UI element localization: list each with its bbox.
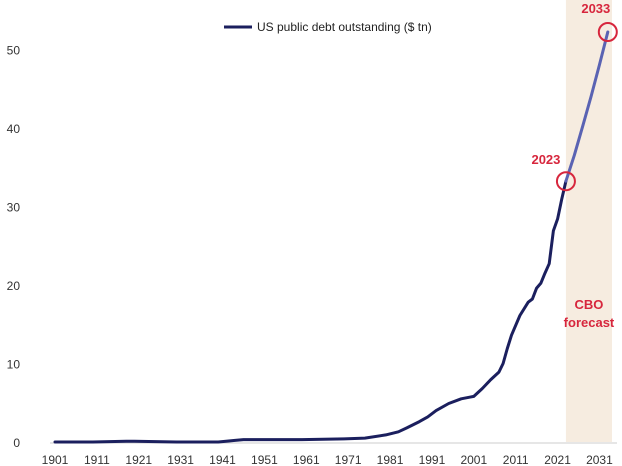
x-tick-label: 1971	[335, 453, 362, 466]
x-tick-label: 1991	[419, 453, 446, 466]
x-tick-label: 2001	[460, 453, 487, 466]
axes: 1901 1911 1921 1931 1941 1951 1961 1971 1981 1991…	[7, 43, 617, 466]
y-tick-label: 50	[7, 43, 21, 57]
legend-label: US public debt outstanding ($ tn)	[257, 20, 432, 34]
x-tick-label: 2021	[544, 453, 571, 466]
annotation-label: 2023	[531, 152, 560, 167]
x-tick-label: 1981	[377, 453, 404, 466]
annotations: 2023 2033	[531, 1, 618, 192]
x-tick-label: 1931	[167, 453, 194, 466]
series-layer	[53, 30, 610, 444]
x-tick-label: 1921	[125, 453, 152, 466]
forecast-label-line2: forecast	[564, 315, 615, 330]
series-line-forecast	[564, 30, 610, 183]
forecast-label-line1: CBO	[575, 297, 604, 312]
y-tick-label: 30	[7, 200, 21, 214]
annotation-circle	[597, 21, 618, 42]
forecast-region	[565, 0, 612, 442]
x-tick-label: 1901	[42, 453, 69, 466]
x-tick-label: 1941	[209, 453, 236, 466]
x-tick-label: 1951	[251, 453, 278, 466]
y-tick-label: 10	[7, 357, 21, 371]
series-line-historical	[53, 179, 568, 444]
annotation-circle	[555, 171, 576, 192]
x-tick-label: 1961	[293, 453, 320, 466]
legend: US public debt outstanding ($ tn)	[224, 20, 432, 34]
y-tick-label: 40	[7, 122, 21, 136]
y-tick-label: 0	[13, 436, 20, 450]
x-tick-label: 2011	[503, 453, 529, 466]
annotation-label: 2033	[581, 1, 610, 16]
y-tick-label: 20	[7, 279, 21, 293]
x-tick-label: 2031	[586, 453, 613, 466]
x-tick-label: 1911	[84, 453, 110, 466]
